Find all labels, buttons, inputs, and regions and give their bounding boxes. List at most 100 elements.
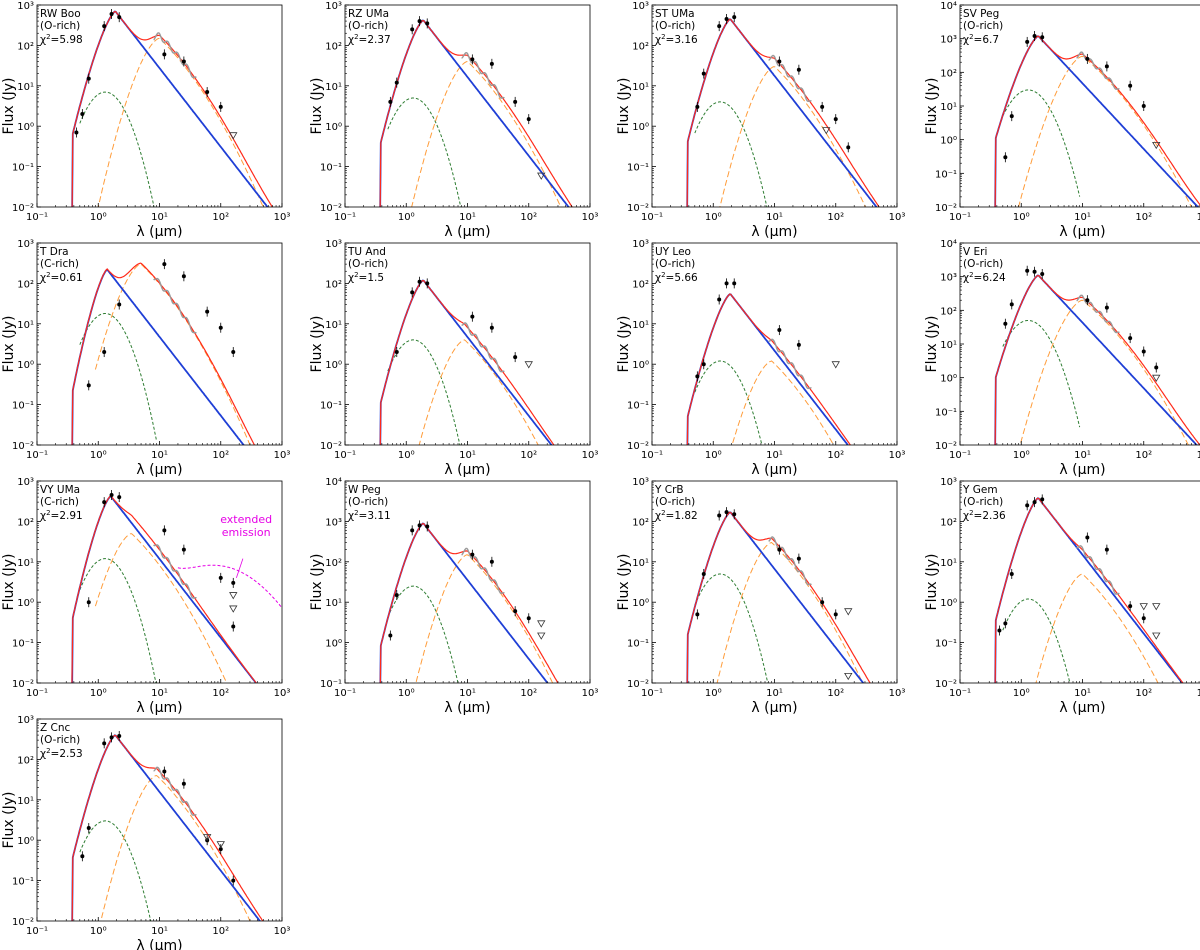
x-tick-label: 10² bbox=[1135, 688, 1152, 699]
x-tick-label: 10³ bbox=[274, 926, 291, 937]
x-tick-label: 10³ bbox=[274, 212, 291, 223]
photosphere-curve bbox=[71, 734, 262, 921]
plot-area bbox=[686, 12, 880, 207]
plot-area bbox=[71, 730, 264, 921]
x-tick-label: 10¹ bbox=[151, 450, 168, 461]
chemistry-label: (O-rich) bbox=[348, 496, 388, 508]
y-tick-label: 10⁰ bbox=[17, 598, 34, 609]
y-tick-label: 10⁰ bbox=[325, 360, 342, 371]
x-tick-label: 10¹ bbox=[151, 926, 168, 937]
panel-v-eri: 10⁻¹10⁰10¹10²10³10⁻²10⁻¹10⁰10¹10²10³10⁴λ… bbox=[924, 239, 1200, 478]
x-tick-label: 10² bbox=[520, 450, 537, 461]
plot-area bbox=[379, 16, 573, 207]
x-tick-label: 10² bbox=[520, 212, 537, 223]
model-total-curve bbox=[71, 262, 256, 445]
chi2-label: χ2=6.7 bbox=[963, 33, 999, 46]
y-tick-label: 10⁴ bbox=[325, 477, 342, 488]
x-tick-label: 10⁻¹ bbox=[334, 450, 356, 461]
model-total-curve bbox=[686, 511, 871, 683]
y-tick-label: 10² bbox=[17, 41, 34, 52]
x-axis-label: λ (μm) bbox=[1059, 700, 1105, 716]
y-tick-label: 10¹ bbox=[940, 340, 957, 351]
x-tick-label: 10⁻¹ bbox=[26, 450, 48, 461]
model-total-curve bbox=[71, 10, 273, 207]
plot-area bbox=[71, 490, 282, 683]
upper-limit-marker bbox=[831, 361, 840, 369]
stellar-component-curve bbox=[1002, 320, 1081, 428]
chemistry-label: (O-rich) bbox=[655, 258, 695, 270]
dust-component-curve bbox=[94, 533, 228, 683]
dust-component-curve bbox=[1035, 573, 1159, 683]
y-tick-label: 10² bbox=[325, 279, 342, 290]
upper-limit-marker bbox=[1152, 374, 1161, 382]
y-axis-label: Flux (Jy) bbox=[616, 78, 632, 135]
y-tick-label: 10² bbox=[325, 558, 342, 569]
x-axis-label: λ (μm) bbox=[1059, 224, 1105, 240]
chemistry-label: (C-rich) bbox=[40, 496, 79, 508]
y-tick-label: 10⁻¹ bbox=[935, 407, 957, 418]
dust-component-curve bbox=[97, 37, 264, 207]
star-name: W Peg bbox=[348, 484, 381, 496]
x-tick-label: 10² bbox=[212, 688, 229, 699]
dust-component-curve bbox=[1017, 55, 1192, 207]
y-tick-label: 10⁻² bbox=[320, 203, 342, 214]
y-tick-label: 10⁴ bbox=[940, 239, 957, 250]
upper-limit-marker bbox=[537, 632, 546, 640]
observed-spectrum-curve bbox=[461, 322, 505, 373]
dust-component-curve bbox=[100, 774, 251, 921]
chi2-label: χ2=2.53 bbox=[40, 747, 83, 760]
x-axis-label: λ (μm) bbox=[751, 224, 797, 240]
y-tick-label: 10³ bbox=[940, 35, 957, 46]
chi2-label: χ2=1.5 bbox=[348, 271, 384, 284]
x-tick-label: 10³ bbox=[582, 450, 599, 461]
star-name: RW Boo bbox=[40, 8, 81, 20]
y-tick-label: 10⁻¹ bbox=[627, 163, 649, 174]
y-tick-label: 10⁻¹ bbox=[935, 639, 957, 650]
star-name: Y Gem bbox=[962, 484, 998, 496]
stellar-component-curve bbox=[79, 820, 152, 921]
x-tick-label: 10⁰ bbox=[705, 212, 722, 223]
stellar-component-curve bbox=[694, 360, 763, 445]
y-tick-label: 10¹ bbox=[325, 320, 342, 331]
y-tick-label: 10⁰ bbox=[632, 360, 649, 371]
y-tick-label: 10⁰ bbox=[632, 598, 649, 609]
y-tick-label: 10¹ bbox=[940, 102, 957, 113]
y-tick-label: 10¹ bbox=[17, 320, 34, 331]
y-tick-label: 10⁻² bbox=[12, 917, 34, 928]
model-total-curve bbox=[71, 495, 257, 683]
x-tick-label: 10¹ bbox=[151, 688, 168, 699]
y-tick-label: 10⁰ bbox=[632, 122, 649, 133]
upper-limit-marker bbox=[1152, 141, 1161, 150]
y-axis-label: Flux (Jy) bbox=[924, 316, 940, 373]
y-tick-label: 10⁻² bbox=[627, 203, 649, 214]
y-axis-label: Flux (Jy) bbox=[616, 554, 632, 611]
y-tick-label: 10³ bbox=[17, 239, 34, 250]
upper-limit-marker bbox=[1152, 632, 1161, 640]
x-tick-label: 10³ bbox=[889, 212, 906, 223]
model-total-curve bbox=[686, 293, 852, 445]
star-name: Y CrB bbox=[654, 484, 684, 496]
star-name: VY UMa bbox=[40, 484, 80, 496]
y-axis-label: Flux (Jy) bbox=[924, 554, 940, 611]
chi2-label: χ2=1.82 bbox=[655, 509, 698, 522]
y-tick-label: 10² bbox=[17, 279, 34, 290]
y-tick-label: 10⁻¹ bbox=[627, 639, 649, 650]
x-tick-label: 10¹ bbox=[459, 212, 476, 223]
observed-spectrum-curve bbox=[768, 54, 812, 102]
y-tick-label: 10³ bbox=[632, 1, 649, 12]
model-total-curve bbox=[994, 274, 1200, 445]
y-tick-label: 10⁰ bbox=[17, 360, 34, 371]
y-tick-label: 10² bbox=[940, 68, 957, 79]
y-tick-label: 10³ bbox=[325, 1, 342, 12]
stellar-component-curve bbox=[387, 339, 461, 445]
x-tick-label: 10⁰ bbox=[398, 450, 415, 461]
panel-w-peg: 10⁻¹ 10⁰ 10¹ 10² 10³ 10⁻¹ 10⁰ 10¹ 10² 10³ 10⁴ λ (μm… bbox=[309, 477, 599, 716]
plot-area bbox=[994, 494, 1184, 683]
x-tick-label: 10³ bbox=[582, 688, 599, 699]
y-tick-label: 10² bbox=[17, 517, 34, 528]
y-tick-label: 10⁻² bbox=[320, 441, 342, 452]
y-tick-label: 10³ bbox=[940, 273, 957, 284]
